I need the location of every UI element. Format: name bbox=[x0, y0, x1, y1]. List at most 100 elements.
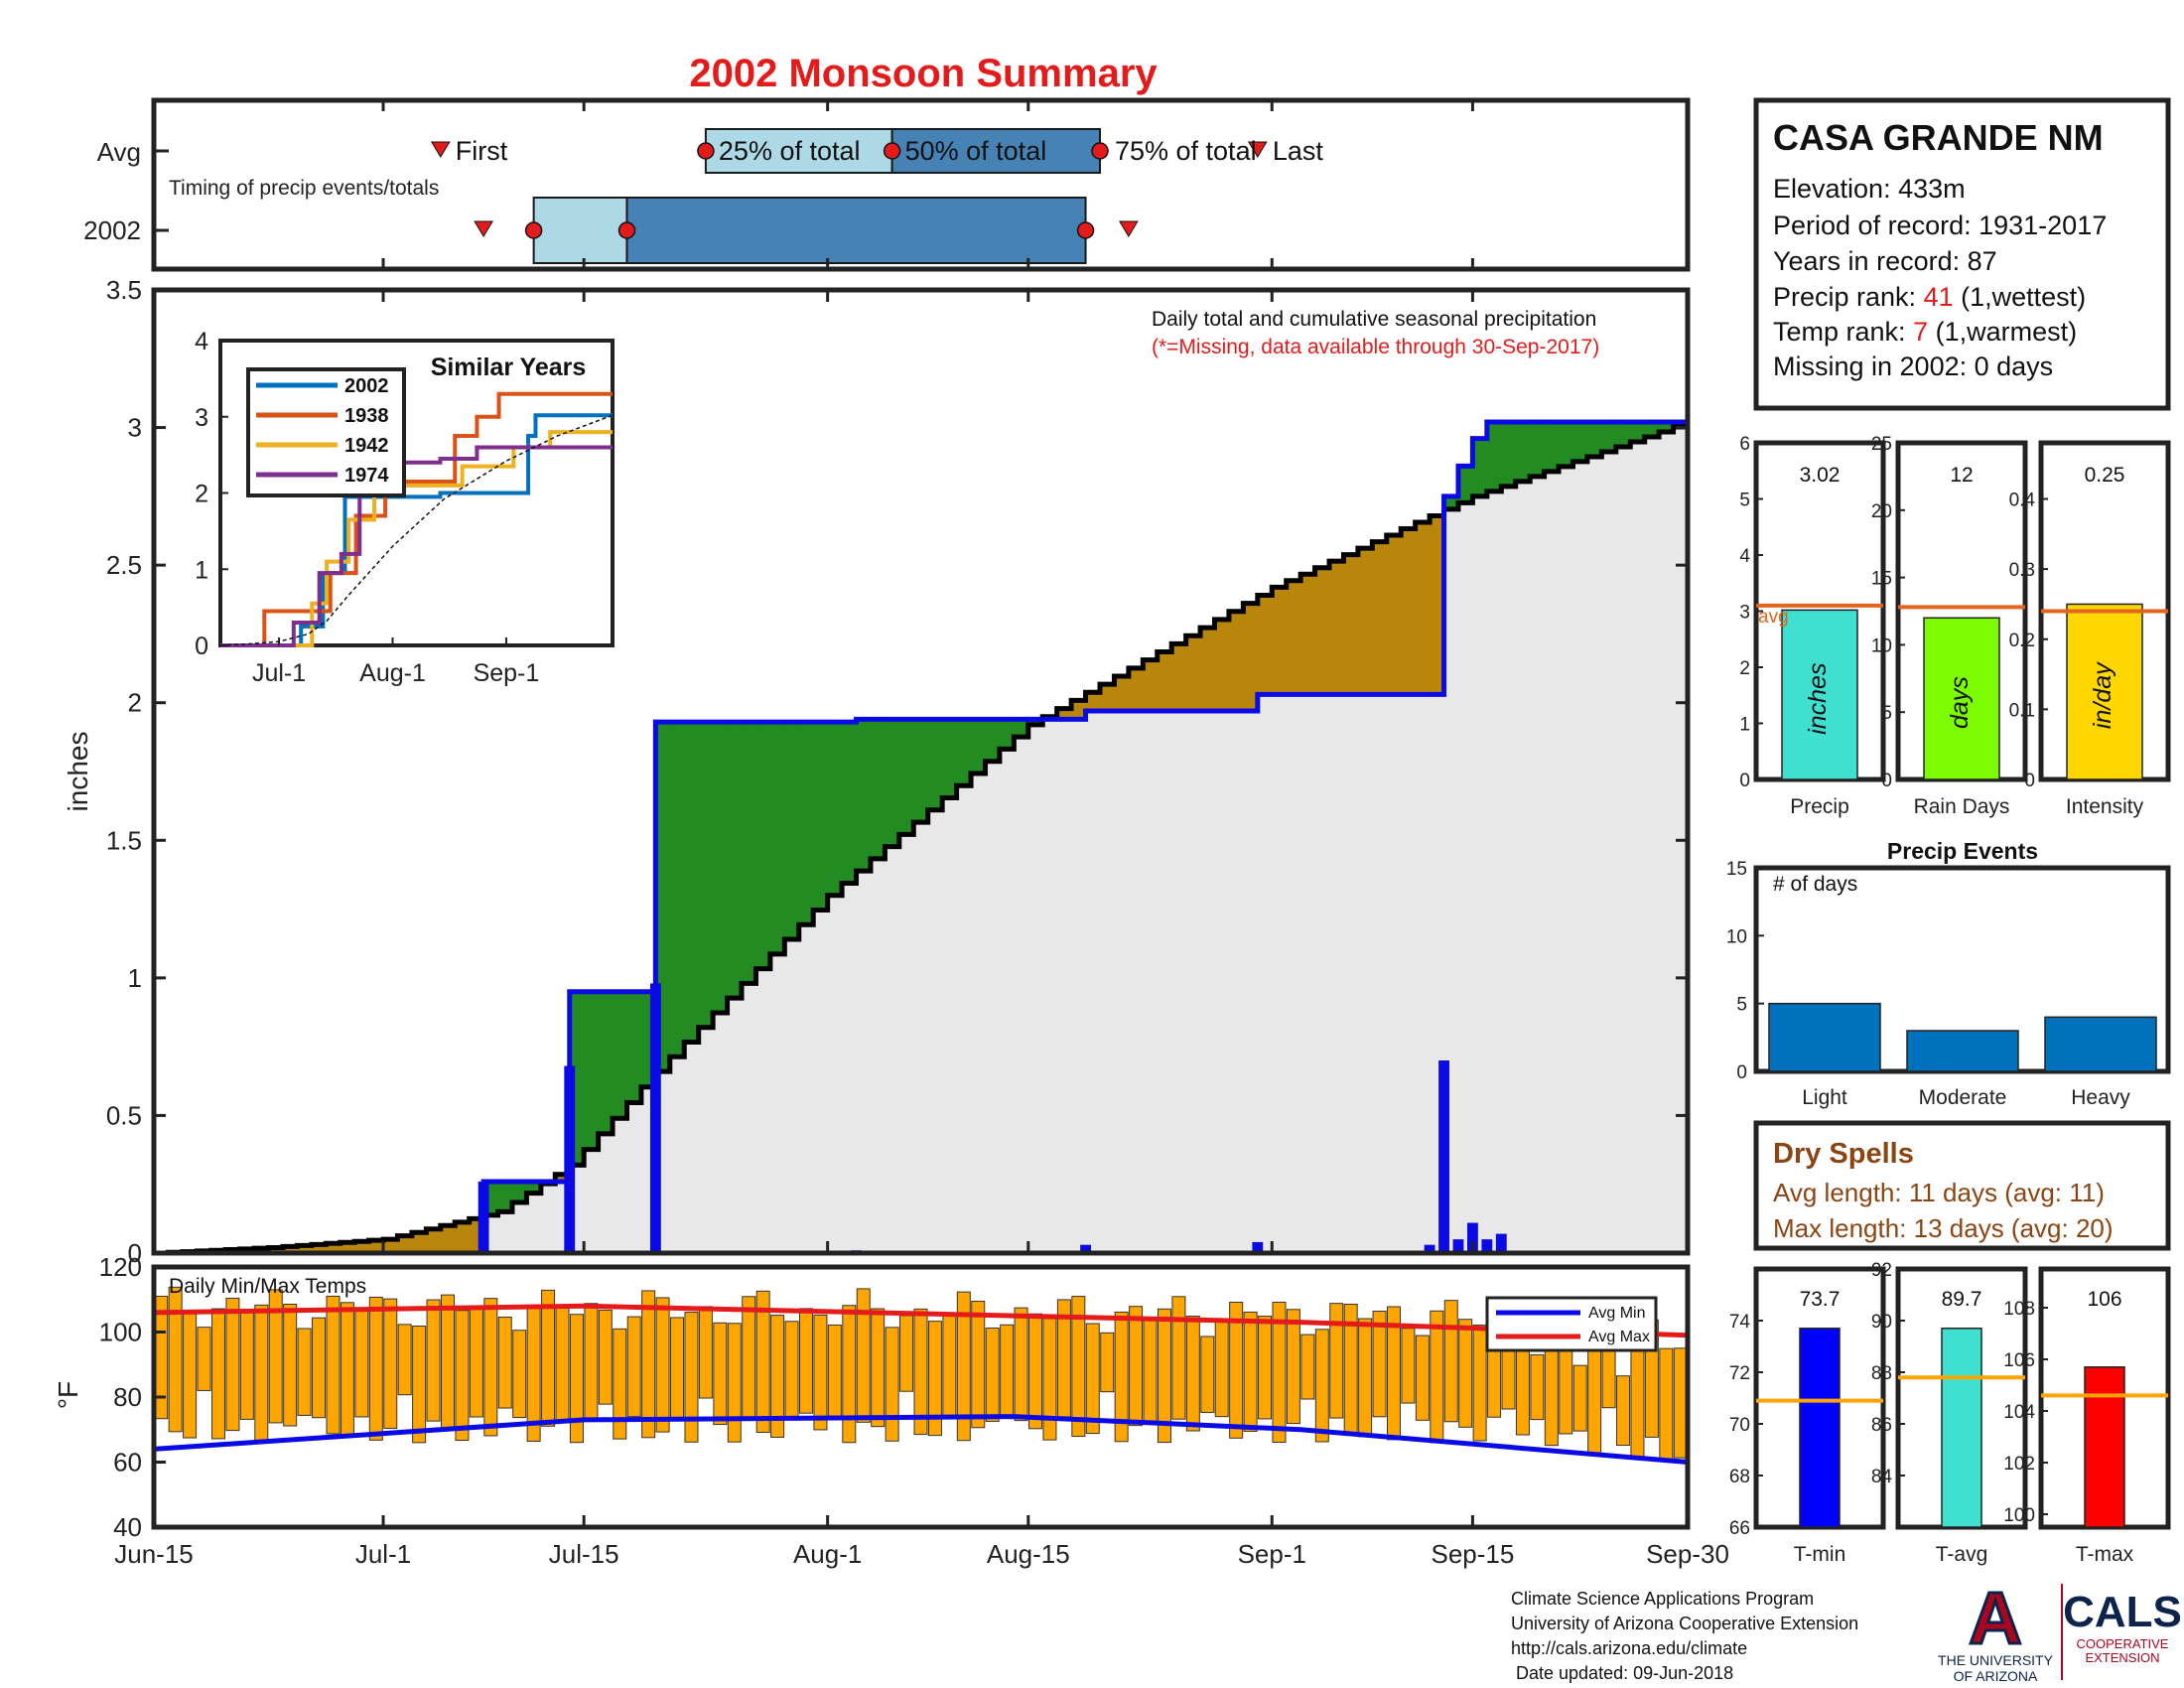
daily-temp-range-bar bbox=[1572, 1364, 1587, 1432]
tavg-tick-label: 92 bbox=[1871, 1260, 1892, 1281]
events-title: Precip Events bbox=[1887, 838, 2038, 864]
similar-title: Similar Years bbox=[431, 353, 587, 381]
timing-row-year: 2002 bbox=[83, 215, 141, 245]
daily-temp-range-bar bbox=[297, 1328, 312, 1416]
date-tick-label: Sep-30 bbox=[1646, 1539, 1729, 1569]
events-category-label: Heavy bbox=[2071, 1086, 2130, 1109]
similar-y-tick-label: 3 bbox=[195, 404, 208, 432]
tmin-value: 73.7 bbox=[1800, 1288, 1841, 1311]
daily-temp-range-bar bbox=[1014, 1307, 1028, 1422]
tmin-tick-label: 72 bbox=[1729, 1363, 1750, 1384]
daily-temp-range-bar bbox=[168, 1286, 183, 1433]
precip-tick-label: 0 bbox=[1739, 771, 1750, 791]
tavg-label: T-avg bbox=[1936, 1543, 1988, 1566]
daily-temp-range-bar bbox=[1430, 1310, 1444, 1444]
cals-logo: CALS COOPERATIVE EXTENSION bbox=[2063, 1588, 2182, 1665]
similar-legend-label: 1938 bbox=[344, 405, 389, 427]
rain_days-bar bbox=[1923, 617, 2000, 780]
surplus-area bbox=[497, 1181, 513, 1212]
daily-temp-range-bar bbox=[1530, 1353, 1545, 1421]
station-missing: Missing in 2002: 0 days bbox=[1773, 352, 2053, 381]
tmin-label: T-min bbox=[1794, 1543, 1846, 1566]
timing-event-marker bbox=[1247, 141, 1268, 158]
daily-temp-range-bar bbox=[210, 1308, 225, 1440]
temperature-summary-bars: 73.7 T-min 66 68 70 72 74 89.7 T-avg 84 86 88 90 92 10… bbox=[1729, 1260, 2171, 1566]
temps-panel: 40 60 80 100 120 Daily Min/Max Temps °F Avg … bbox=[53, 1252, 1729, 1569]
daily-temp-range-bar bbox=[742, 1296, 756, 1419]
daily-precip-bar bbox=[1424, 1244, 1435, 1253]
station-precip-rank: Precip rank: 41 (1,wettest) bbox=[1773, 282, 2086, 312]
timing-event-marker bbox=[1118, 220, 1139, 237]
deficit-area bbox=[426, 1228, 442, 1253]
precip-rank-note: (1,wettest) bbox=[1954, 282, 2087, 312]
precip-tick-label: 6 bbox=[1739, 434, 1750, 455]
daily-temp-range-bar bbox=[1515, 1344, 1530, 1436]
daily-temp-range-bar bbox=[1616, 1375, 1631, 1447]
precip-y-tick-label: 0 bbox=[128, 1238, 142, 1268]
daily-temp-range-bar bbox=[1630, 1344, 1645, 1459]
surplus-area bbox=[1615, 422, 1631, 447]
intensity-tick-label: 0 bbox=[2024, 771, 2035, 791]
precip-y-tick-label: 1 bbox=[128, 963, 142, 993]
daily-temp-range-bar bbox=[397, 1324, 412, 1396]
temps-y-label: °F bbox=[53, 1381, 83, 1409]
events-tick-label: 0 bbox=[1736, 1062, 1747, 1083]
timing-25-50-box bbox=[532, 197, 628, 264]
tmin-tick-label: 66 bbox=[1729, 1518, 1750, 1539]
precip-avg-label: avg bbox=[1758, 607, 1789, 628]
surplus-area bbox=[769, 722, 785, 954]
daily-temp-range-bar bbox=[770, 1315, 785, 1438]
deficit-area bbox=[1200, 628, 1216, 712]
rain_days-label: Rain Days bbox=[1914, 795, 2010, 818]
temp-rank-value: 7 bbox=[1913, 317, 1928, 347]
ua-a-logo-mark: A bbox=[1969, 1577, 2021, 1659]
station-temp-rank: Temp rank: 7 (1,warmest) bbox=[1773, 317, 2077, 347]
timing-row-avg: Avg bbox=[97, 137, 141, 167]
similar-legend-label: 2002 bbox=[344, 375, 389, 397]
daily-temp-range-bar bbox=[254, 1304, 269, 1444]
tmin-bar bbox=[1799, 1328, 1841, 1528]
deficit-area bbox=[1243, 603, 1259, 712]
daily-precip-bar bbox=[1452, 1239, 1464, 1253]
deficit-area bbox=[282, 1246, 298, 1253]
daily-temp-range-bar bbox=[1129, 1306, 1144, 1427]
surplus-area bbox=[1515, 422, 1531, 482]
daily-temp-range-bar bbox=[813, 1314, 828, 1431]
precip-y-tick-label: 2.5 bbox=[106, 550, 142, 580]
intensity-tick-label: 0.3 bbox=[2009, 560, 2035, 581]
daily-temp-range-bar bbox=[1487, 1340, 1502, 1418]
daily-temp-range-bar bbox=[613, 1328, 627, 1440]
tmax-bar bbox=[2084, 1366, 2125, 1528]
intensity-bar bbox=[2066, 603, 2143, 780]
deficit-area bbox=[1329, 561, 1345, 695]
deficit-area bbox=[1314, 567, 1330, 695]
precip-tick-label: 3 bbox=[1739, 603, 1750, 624]
daily-temp-range-bar bbox=[197, 1327, 211, 1391]
daily-temp-range-bar bbox=[383, 1298, 398, 1429]
precip-y-axis: 0 0.5 1 1.5 2 2.5 3 3.5 bbox=[106, 275, 1690, 1268]
daily-temp-range-bar bbox=[641, 1290, 656, 1439]
daily-temp-range-bar bbox=[1042, 1318, 1057, 1441]
tmax-value: 106 bbox=[2087, 1288, 2121, 1311]
daily-precip-bar bbox=[1438, 1060, 1449, 1253]
events-bar-heavy bbox=[2044, 1016, 2157, 1072]
timing-percentile-dot bbox=[1076, 221, 1095, 239]
deficit-area bbox=[1430, 515, 1445, 695]
daily-temp-range-bar bbox=[956, 1291, 971, 1442]
daily-temp-range-bar bbox=[368, 1296, 383, 1441]
rain_days-tick-label: 20 bbox=[1871, 501, 1892, 522]
precip-tick-label: 1 bbox=[1739, 715, 1750, 736]
university-of-arizona-logo: A THE UNIVERSITY OF ARIZONA bbox=[1938, 1576, 2054, 1685]
surplus-area bbox=[985, 719, 1001, 762]
similar-x-tick-label: Aug-1 bbox=[359, 659, 426, 687]
similar-years-inset: 0 1 2 3 4 Jul-1 Aug-1 Sep-1 Similar Years 2002 1… bbox=[195, 328, 614, 687]
deficit-area bbox=[1401, 528, 1417, 695]
date-tick-label: Sep-15 bbox=[1431, 1539, 1514, 1569]
station-frame bbox=[1753, 97, 2171, 411]
timing-percentile-dot bbox=[883, 142, 901, 160]
daily-precip-bar bbox=[1466, 1222, 1478, 1253]
daily-temp-range-bar bbox=[469, 1306, 483, 1418]
surplus-area bbox=[1014, 719, 1029, 738]
daily-temp-range-bar bbox=[541, 1289, 556, 1427]
